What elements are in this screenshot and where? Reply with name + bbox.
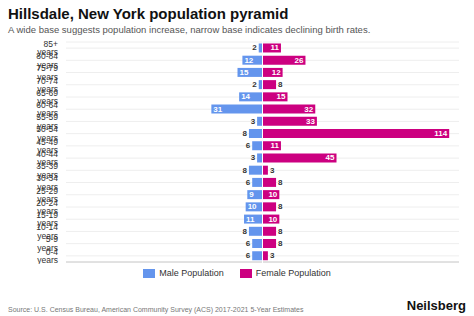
svg-text:8: 8 (278, 202, 283, 211)
svg-text:6: 6 (246, 251, 251, 260)
svg-text:15: 15 (240, 68, 249, 77)
svg-text:8: 8 (278, 80, 283, 89)
svg-text:3: 3 (270, 166, 275, 175)
svg-text:33: 33 (306, 117, 315, 126)
svg-text:10: 10 (268, 190, 277, 199)
svg-text:114: 114 (434, 129, 447, 138)
svg-text:8: 8 (278, 239, 283, 248)
svg-text:31: 31 (213, 105, 222, 114)
svg-text:8: 8 (278, 227, 283, 236)
svg-text:8: 8 (242, 227, 247, 236)
svg-text:10: 10 (248, 202, 257, 211)
svg-text:12: 12 (244, 56, 253, 65)
svg-text:2: 2 (252, 80, 257, 89)
svg-text:8: 8 (242, 166, 247, 175)
svg-text:2: 2 (252, 43, 257, 52)
svg-text:15: 15 (277, 92, 286, 101)
svg-text:3: 3 (251, 117, 256, 126)
svg-text:8: 8 (242, 129, 247, 138)
svg-text:11: 11 (270, 141, 279, 150)
svg-text:32: 32 (304, 105, 313, 114)
svg-text:3: 3 (251, 153, 256, 162)
svg-text:6: 6 (246, 239, 251, 248)
svg-text:3: 3 (270, 251, 275, 260)
svg-text:6: 6 (246, 141, 251, 150)
svg-text:9: 9 (249, 190, 254, 199)
svg-text:10: 10 (268, 215, 277, 224)
svg-text:26: 26 (295, 56, 304, 65)
svg-text:12: 12 (272, 68, 281, 77)
svg-text:85+years: 85+years (37, 39, 58, 58)
svg-text:11: 11 (270, 43, 279, 52)
svg-text:6: 6 (246, 178, 251, 187)
svg-text:45: 45 (326, 153, 335, 162)
svg-text:8: 8 (278, 178, 283, 187)
svg-text:14: 14 (241, 92, 250, 101)
svg-text:11: 11 (246, 215, 255, 224)
